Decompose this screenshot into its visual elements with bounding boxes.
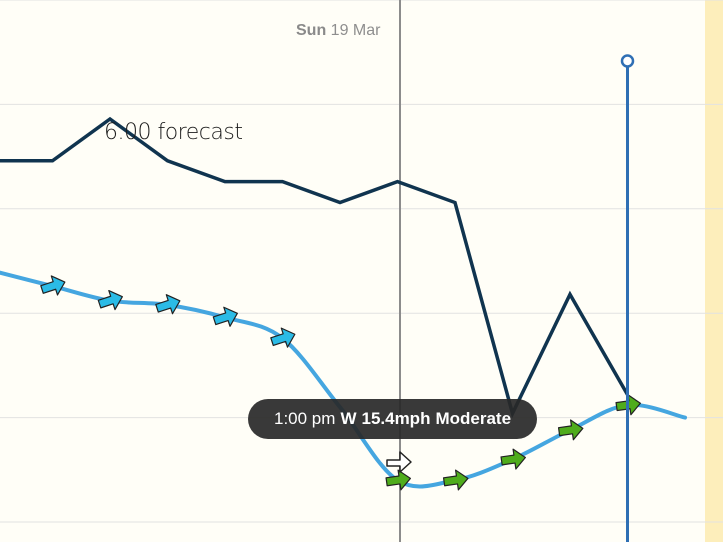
gridlines <box>0 0 723 523</box>
wind-arrow-icon <box>557 419 584 441</box>
wind-arrow-icon <box>270 327 296 348</box>
tooltip-time: 1:00 pm <box>274 409 336 428</box>
wind-arrow-icon <box>97 289 123 311</box>
arrow-shape <box>155 294 181 315</box>
arrow-shape <box>385 469 411 491</box>
day-header: Sun 19 Mar <box>296 22 380 40</box>
arrow-shape <box>557 419 584 441</box>
wind-tooltip: 1:00 pm W 15.4mph Moderate <box>248 399 538 439</box>
day-weekday: Sun <box>296 22 327 39</box>
selection-marker[interactable] <box>620 54 635 542</box>
tooltip-direction: W <box>340 409 357 428</box>
day-date: 19 Mar <box>330 22 381 39</box>
wind-arrow-icon <box>500 448 526 470</box>
wind-arrow-icon <box>212 306 238 327</box>
arrow-shape <box>442 469 469 491</box>
forecast-line <box>0 116 630 419</box>
tooltip-speed: 15.4mph <box>361 409 431 428</box>
selection-handle[interactable] <box>620 54 635 68</box>
arrow-shape <box>500 448 526 470</box>
next-day-highlight <box>705 0 723 542</box>
arrow-shape <box>97 289 123 311</box>
arrow-shape <box>212 306 238 327</box>
wind-arrow-icon <box>385 469 411 491</box>
wind-arrow-icon <box>442 469 469 491</box>
arrow-shape <box>270 327 296 348</box>
forecast-series <box>0 116 630 419</box>
wind-arrow-icon <box>40 275 66 296</box>
forecast-annotation: 6.00 forecast <box>104 120 243 145</box>
wind-arrow-icon <box>155 294 181 315</box>
tooltip-description: Moderate <box>435 409 512 428</box>
cursor-arrow-icon <box>386 451 412 473</box>
arrow-shape <box>40 275 66 296</box>
wind-direction-arrows <box>40 275 641 491</box>
